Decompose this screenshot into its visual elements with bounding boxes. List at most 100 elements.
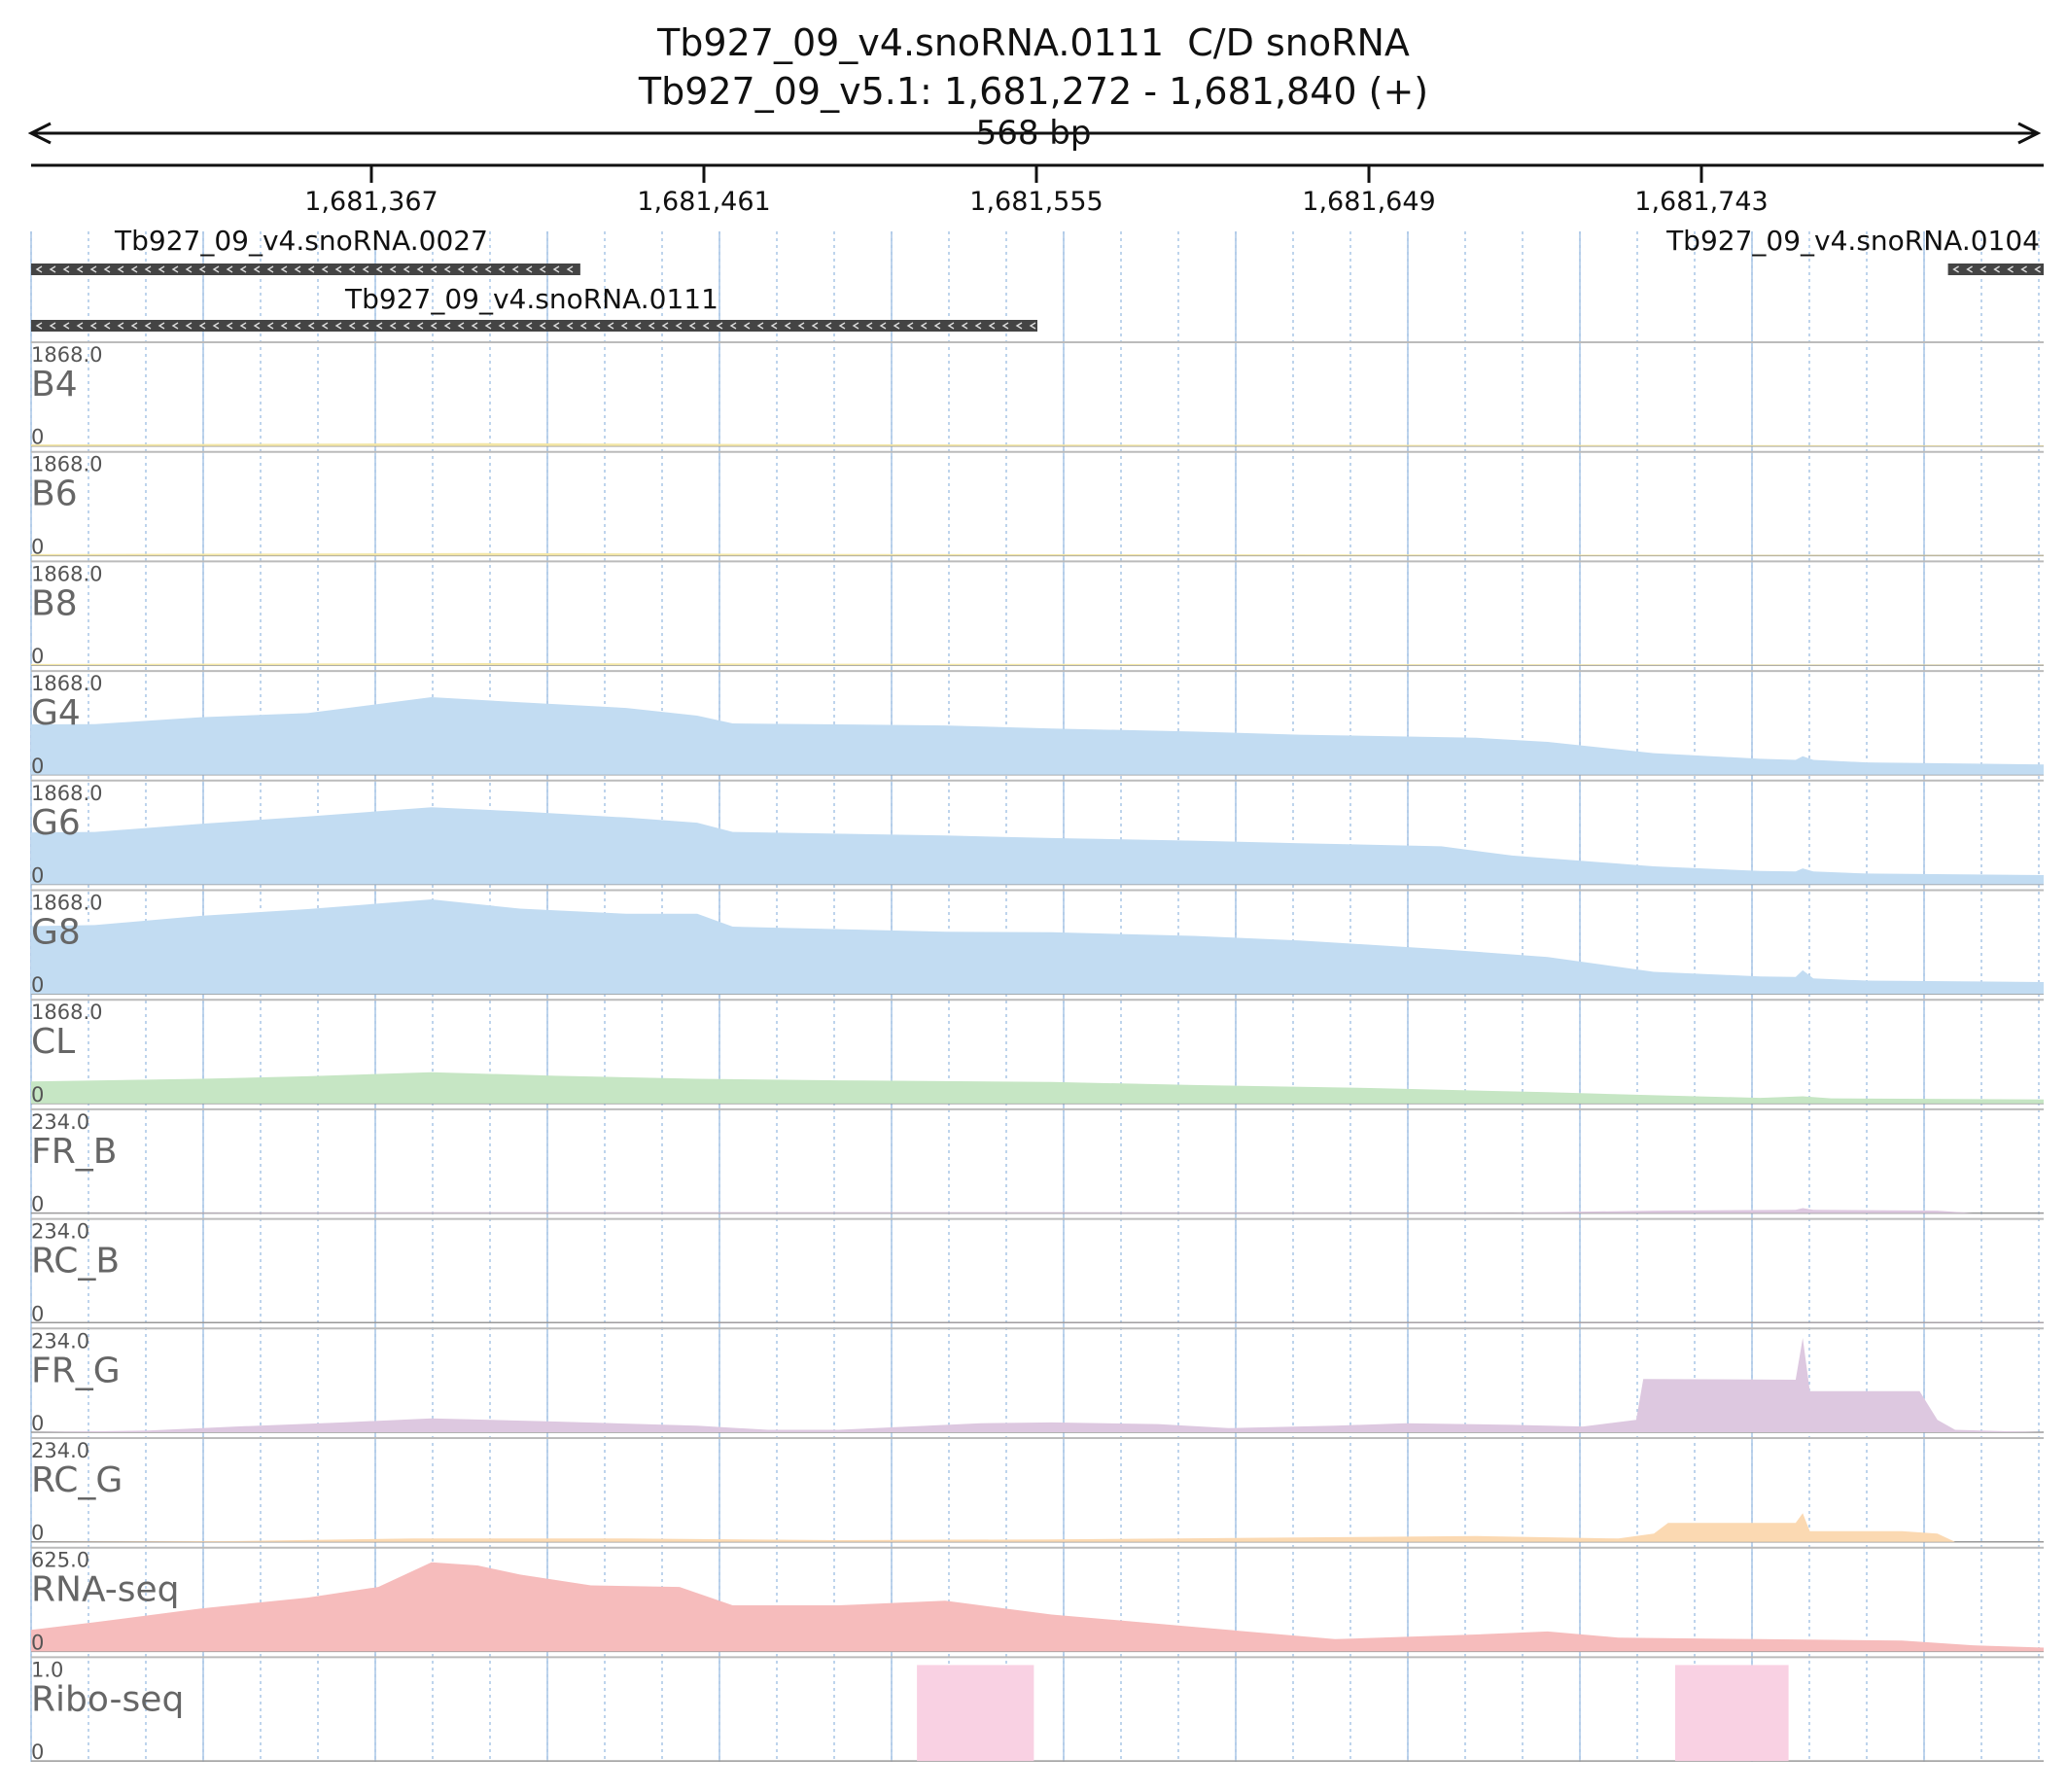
track-min-label: 0 xyxy=(31,645,44,668)
strand-chevron xyxy=(334,322,342,330)
strand-chevron xyxy=(389,265,397,273)
strand-chevron xyxy=(144,265,152,273)
strand-chevron xyxy=(729,322,737,330)
coverage-segment[interactable] xyxy=(1674,1665,1789,1762)
strand-chevron xyxy=(443,265,451,273)
strand-chevron xyxy=(144,322,152,330)
strand-chevron xyxy=(797,322,805,330)
strand-chevron xyxy=(824,322,832,330)
coverage-area[interactable] xyxy=(31,1562,2044,1652)
gene-feature-label[interactable]: Tb927_09_v4.snoRNA.0104 xyxy=(1665,225,2040,257)
strand-chevron xyxy=(280,265,288,273)
coverage-area[interactable] xyxy=(31,1072,2044,1104)
track-name-label: B4 xyxy=(31,365,78,404)
strand-chevron xyxy=(2034,265,2041,273)
coverage-area[interactable] xyxy=(31,807,2044,885)
track-max-label: 625.0 xyxy=(31,1549,89,1572)
strand-chevron xyxy=(62,322,70,330)
gene-feature-label[interactable]: Tb927_09_v4.snoRNA.0027 xyxy=(114,225,488,257)
strand-chevron xyxy=(103,322,111,330)
strand-chevron xyxy=(593,322,601,330)
strand-chevron xyxy=(743,322,751,330)
coverage-area[interactable] xyxy=(31,1208,2044,1213)
track-name-label: Ribo-seq xyxy=(31,1679,184,1719)
strand-chevron xyxy=(239,322,247,330)
strand-chevron xyxy=(457,265,465,273)
strand-chevron xyxy=(389,322,397,330)
track-name-label: G6 xyxy=(31,803,81,843)
strand-chevron xyxy=(865,322,873,330)
strand-chevron xyxy=(566,265,574,273)
track-max-label: 1.0 xyxy=(31,1658,63,1681)
coverage-area[interactable] xyxy=(31,663,2044,666)
strand-chevron xyxy=(1966,265,1973,273)
strand-chevron xyxy=(403,265,410,273)
strand-chevron xyxy=(552,322,560,330)
strand-chevron xyxy=(375,265,383,273)
strand-chevron xyxy=(403,322,410,330)
gene-feature-label[interactable]: Tb927_09_v4.snoRNA.0111 xyxy=(344,283,718,315)
strand-chevron xyxy=(362,322,369,330)
strand-chevron xyxy=(430,322,438,330)
strand-chevron xyxy=(661,322,669,330)
strand-chevron xyxy=(375,322,383,330)
coverage-area[interactable] xyxy=(31,697,2044,775)
strand-chevron xyxy=(852,322,859,330)
strand-chevron xyxy=(89,322,97,330)
strand-chevron xyxy=(539,322,546,330)
gene-feature-bar[interactable] xyxy=(31,320,1037,332)
strand-chevron xyxy=(634,322,642,330)
strand-chevron xyxy=(253,265,261,273)
strand-chevron xyxy=(171,322,179,330)
strand-chevron xyxy=(471,265,478,273)
track-max-label: 1868.0 xyxy=(31,782,102,805)
ruler-tick-label: 1,681,461 xyxy=(637,187,770,217)
strand-chevron xyxy=(1952,265,1959,273)
strand-chevron xyxy=(307,322,315,330)
strand-chevron xyxy=(784,322,791,330)
strand-chevron xyxy=(620,322,628,330)
strand-chevron xyxy=(294,322,301,330)
strand-chevron xyxy=(947,322,955,330)
coverage-area[interactable] xyxy=(31,899,2044,995)
coverage-area[interactable] xyxy=(31,1338,2044,1432)
strand-chevron xyxy=(838,322,846,330)
strand-chevron xyxy=(266,265,274,273)
strand-chevron xyxy=(988,322,996,330)
coverage-area[interactable] xyxy=(31,1513,2044,1542)
genomic-location: Tb927_09_v5.1: 1,681,272 - 1,681,840 (+) xyxy=(638,70,1429,113)
gene-feature-bar[interactable] xyxy=(31,264,580,275)
coverage-area[interactable] xyxy=(31,442,2044,446)
strand-chevron xyxy=(920,322,928,330)
track-name-label: RC_G xyxy=(31,1460,123,1500)
strand-chevron xyxy=(893,322,900,330)
span-arrow-right-head xyxy=(2017,122,2042,145)
ruler-tick-label: 1,681,649 xyxy=(1302,187,1435,217)
strand-chevron xyxy=(2007,265,2014,273)
ruler-tick-label: 1,681,555 xyxy=(969,187,1103,217)
strand-chevron xyxy=(117,265,124,273)
strand-chevron xyxy=(675,322,683,330)
strand-chevron xyxy=(158,265,165,273)
track-max-label: 234.0 xyxy=(31,1439,89,1462)
strand-chevron xyxy=(321,265,329,273)
coverage-segment[interactable] xyxy=(917,1665,1034,1762)
strand-chevron xyxy=(239,265,247,273)
track-name-label: G8 xyxy=(31,913,81,953)
strand-chevron xyxy=(348,265,356,273)
strand-chevron xyxy=(266,322,274,330)
track-name-label: FR_G xyxy=(31,1351,121,1390)
track-name-label: CL xyxy=(31,1022,75,1062)
track-name-label: RNA-seq xyxy=(31,1570,180,1610)
strand-chevron xyxy=(702,322,710,330)
strand-chevron xyxy=(498,322,506,330)
strand-chevron xyxy=(961,322,968,330)
strand-chevron xyxy=(933,322,941,330)
strand-chevron xyxy=(471,322,478,330)
strand-chevron xyxy=(334,265,342,273)
coverage-area[interactable] xyxy=(31,552,2044,556)
feature-title: Tb927_09_v4.snoRNA.0111 C/D snoRNA xyxy=(657,21,1410,64)
strand-chevron xyxy=(906,322,914,330)
strand-chevron xyxy=(511,265,519,273)
